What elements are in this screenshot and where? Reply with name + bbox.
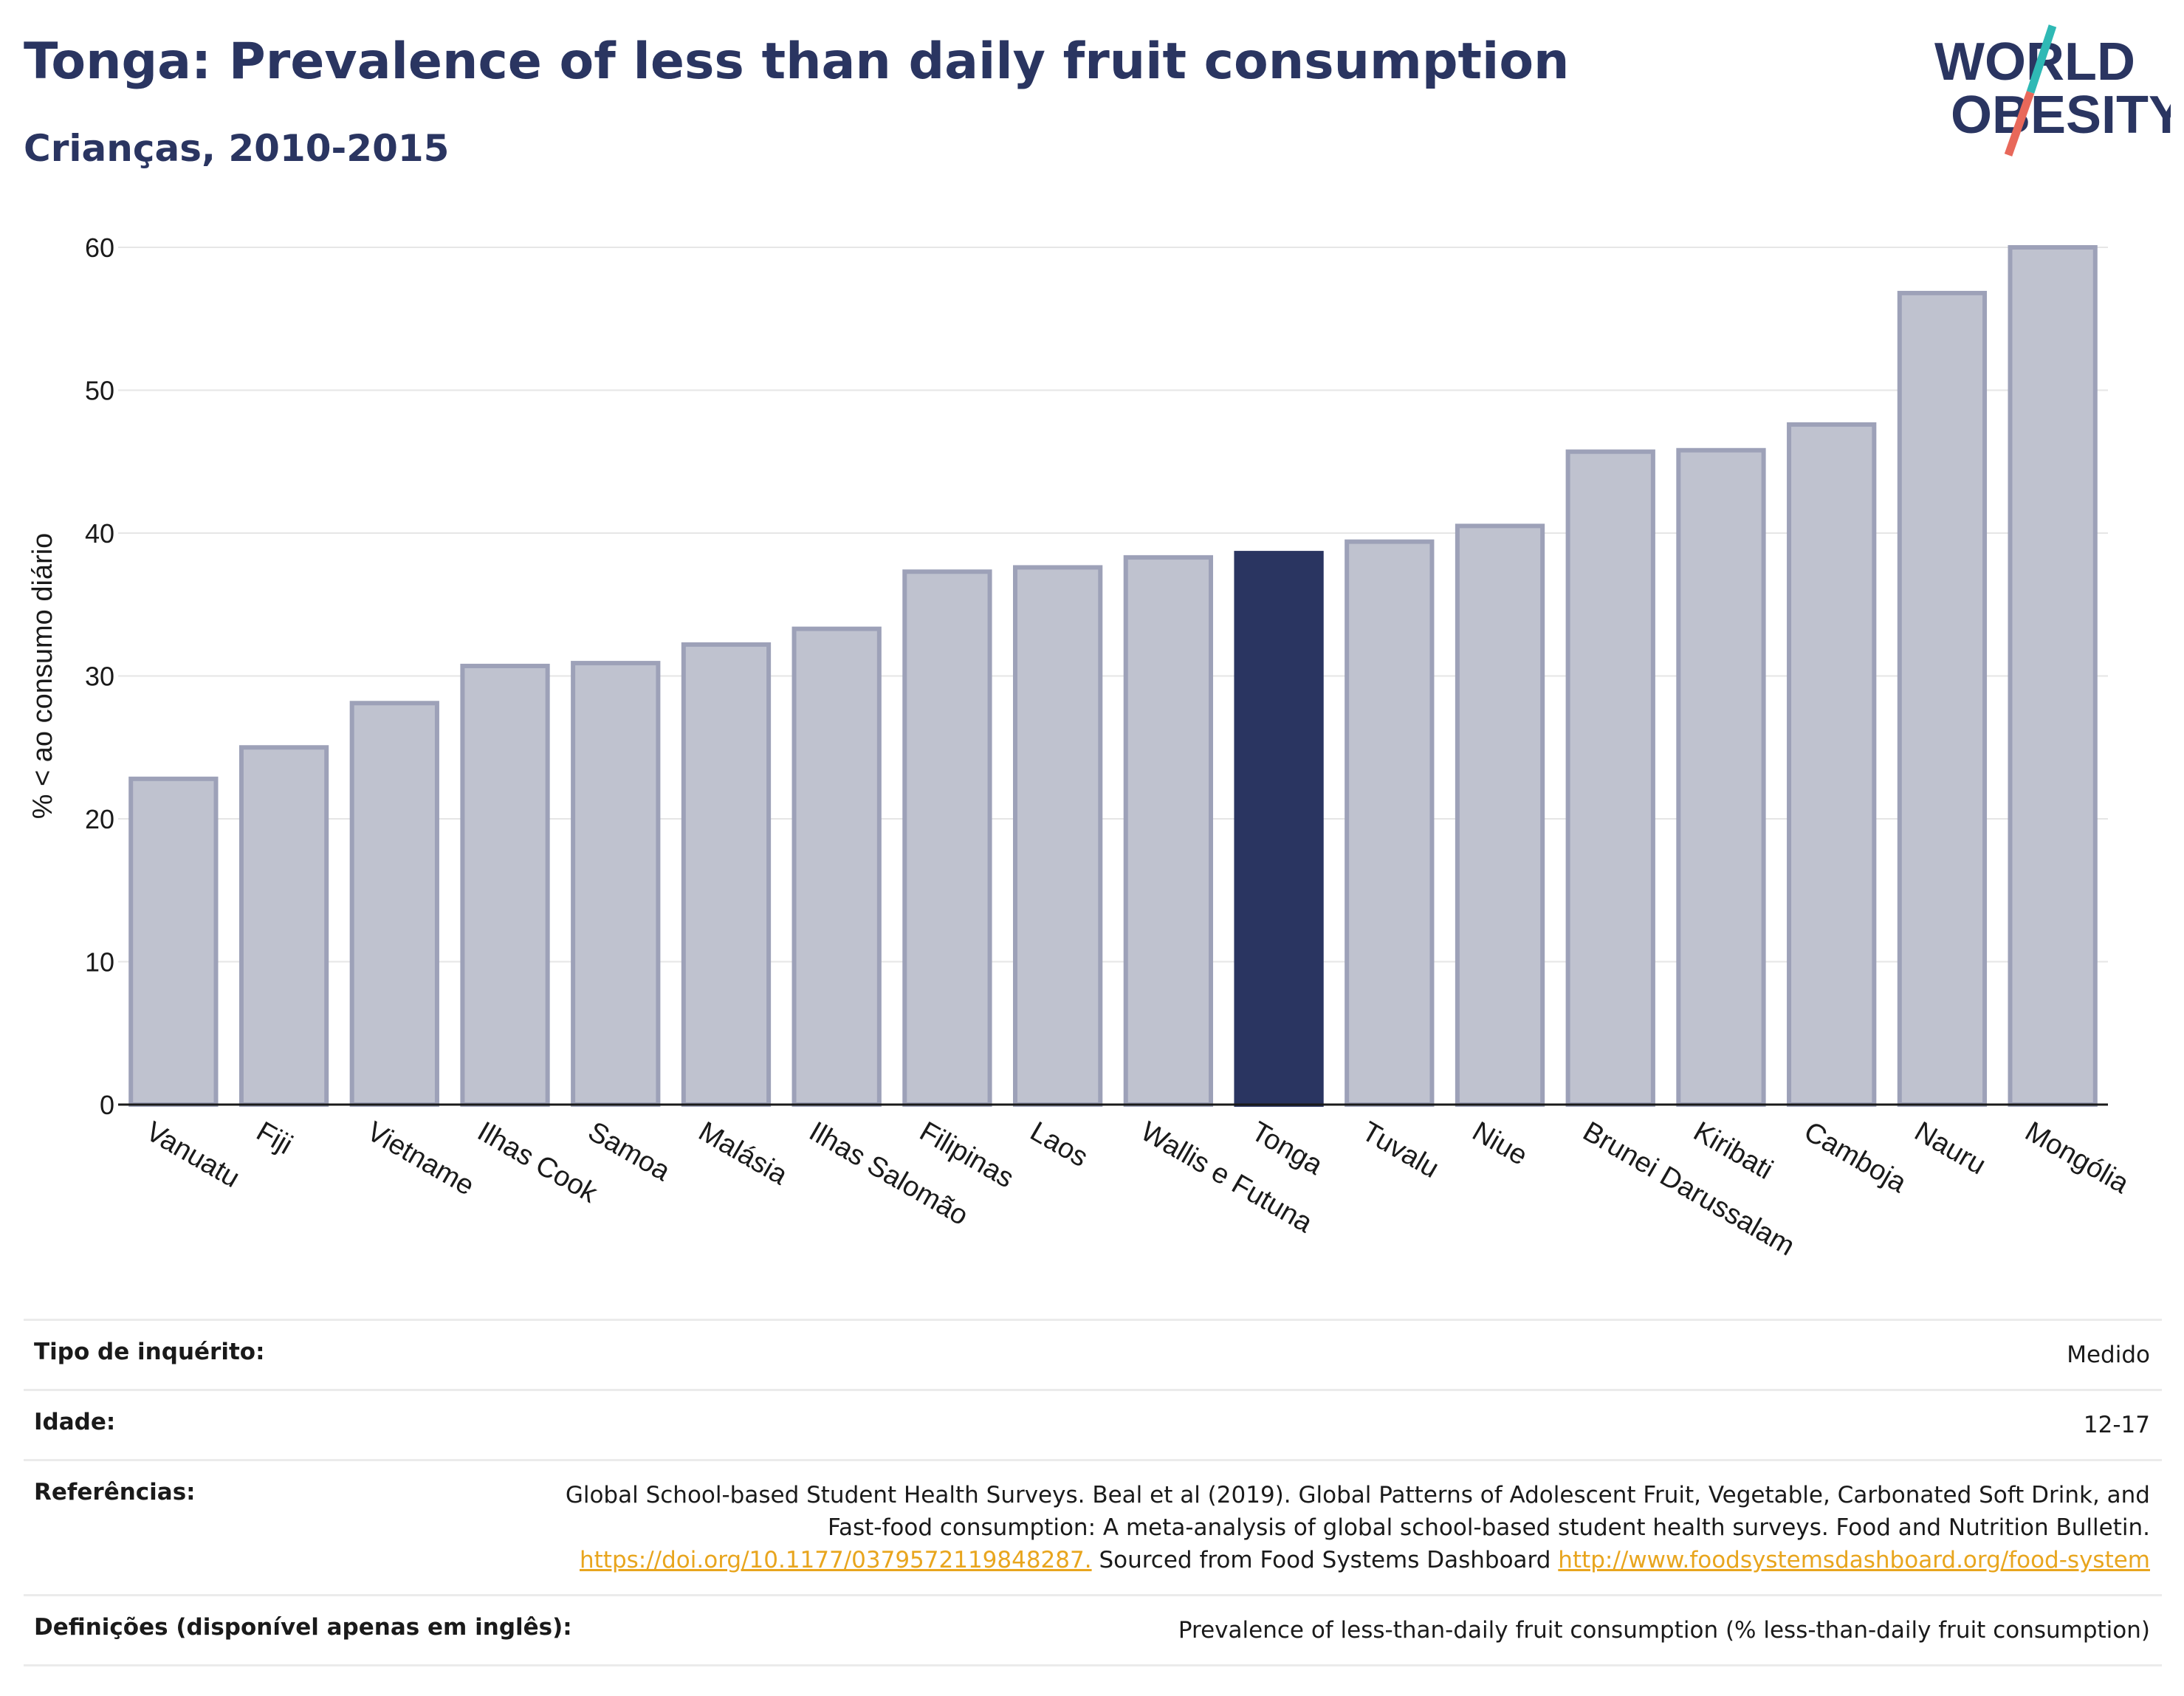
bar xyxy=(571,661,661,1107)
x-tick-label: Tuvalu xyxy=(1356,1116,1444,1184)
bar xyxy=(902,569,992,1107)
bar xyxy=(1123,555,1214,1107)
y-tick-label: 0 xyxy=(100,1090,114,1120)
y-tick-label: 40 xyxy=(85,518,114,549)
definitions-label: Definições (disponível apenas em inglês)… xyxy=(34,1614,572,1641)
y-tick-label: 50 xyxy=(85,376,114,406)
world-obesity-logo: WORLD OBESITY xyxy=(1934,24,2171,157)
bar xyxy=(1897,290,1988,1107)
x-tick-label: Mongólia xyxy=(2020,1116,2135,1200)
references-label: Referências: xyxy=(34,1479,196,1506)
bar xyxy=(128,776,219,1107)
y-tick-label: 10 xyxy=(85,947,114,978)
bars xyxy=(128,245,2098,1107)
y-tick-label: 20 xyxy=(85,804,114,834)
bar xyxy=(791,626,882,1107)
bar xyxy=(2008,245,2098,1107)
logo-slash-teal xyxy=(2026,24,2057,94)
definitions-row: Definições (disponível apenas em inglês)… xyxy=(24,1594,2162,1666)
x-tick-label: Brunei Darussalam xyxy=(1578,1116,1800,1262)
x-tick-label: Malásia xyxy=(693,1116,793,1191)
bar-highlight xyxy=(1234,551,1324,1107)
bar xyxy=(1565,449,1655,1107)
references-row: Referências: Global School-based Student… xyxy=(24,1459,2162,1594)
x-tick-label: Camboja xyxy=(1799,1116,1912,1199)
x-tick-label: Fiji xyxy=(251,1116,298,1161)
x-tick-label: Niue xyxy=(1467,1116,1533,1171)
bar xyxy=(1345,539,1435,1107)
logo-slash-red xyxy=(2004,91,2035,157)
references-source-text: Sourced from Food Systems Dashboard xyxy=(1099,1547,1551,1573)
x-tick-label: Tonga xyxy=(1246,1116,1328,1181)
age-value: 12-17 xyxy=(2083,1412,2150,1438)
references-text: Global School-based Student Health Surve… xyxy=(565,1482,2150,1541)
chart-subtitle: Crianças, 2010-2015 xyxy=(24,127,450,170)
definitions-value: Prevalence of less-than-daily fruit cons… xyxy=(1178,1617,2150,1644)
survey-type-value: Medido xyxy=(2067,1342,2150,1368)
x-tick-label: Nauru xyxy=(1909,1116,1991,1181)
doi-link[interactable]: https://doi.org/10.1177/0379572119848287… xyxy=(580,1547,1092,1573)
references-value: Global School-based Student Health Surve… xyxy=(526,1479,2150,1576)
bar xyxy=(681,642,772,1107)
bar xyxy=(1012,565,1103,1107)
x-tick-label: Ilhas Cook xyxy=(473,1116,603,1209)
x-tick-label: Samoa xyxy=(583,1116,676,1187)
logo-line-2: OBESITY xyxy=(1951,86,2171,145)
metadata-table: Tipo de inquérito: Medido Idade: 12-17 R… xyxy=(24,1319,2162,1666)
bar xyxy=(1455,523,1545,1107)
bar xyxy=(1787,422,1877,1107)
y-tick-label: 30 xyxy=(85,662,114,692)
x-tick-label: Vanuatu xyxy=(140,1116,244,1194)
bar xyxy=(460,663,550,1107)
x-tick-label: Laos xyxy=(1025,1116,1093,1173)
food-systems-link[interactable]: http://www.foodsystemsdashboard.org/food… xyxy=(1558,1547,2150,1573)
bar xyxy=(238,745,329,1107)
chart-title: Tonga: Prevalence of less than daily fru… xyxy=(24,32,1570,91)
x-tick-label: Kiribati xyxy=(1688,1116,1778,1185)
survey-type-row: Tipo de inquérito: Medido xyxy=(24,1319,2162,1389)
bar xyxy=(1676,447,1766,1107)
age-row: Idade: 12-17 xyxy=(24,1389,2162,1459)
y-axis-label: % < ao consumo diário xyxy=(27,533,58,820)
x-tick-label: Vietname xyxy=(362,1116,479,1201)
bar xyxy=(349,701,439,1107)
y-tick-label: 60 xyxy=(85,233,114,263)
age-label: Idade: xyxy=(34,1409,116,1435)
y-axis-ticks: 0 10 20 30 40 50 60 xyxy=(85,233,114,1120)
survey-type-label: Tipo de inquérito: xyxy=(34,1339,265,1365)
